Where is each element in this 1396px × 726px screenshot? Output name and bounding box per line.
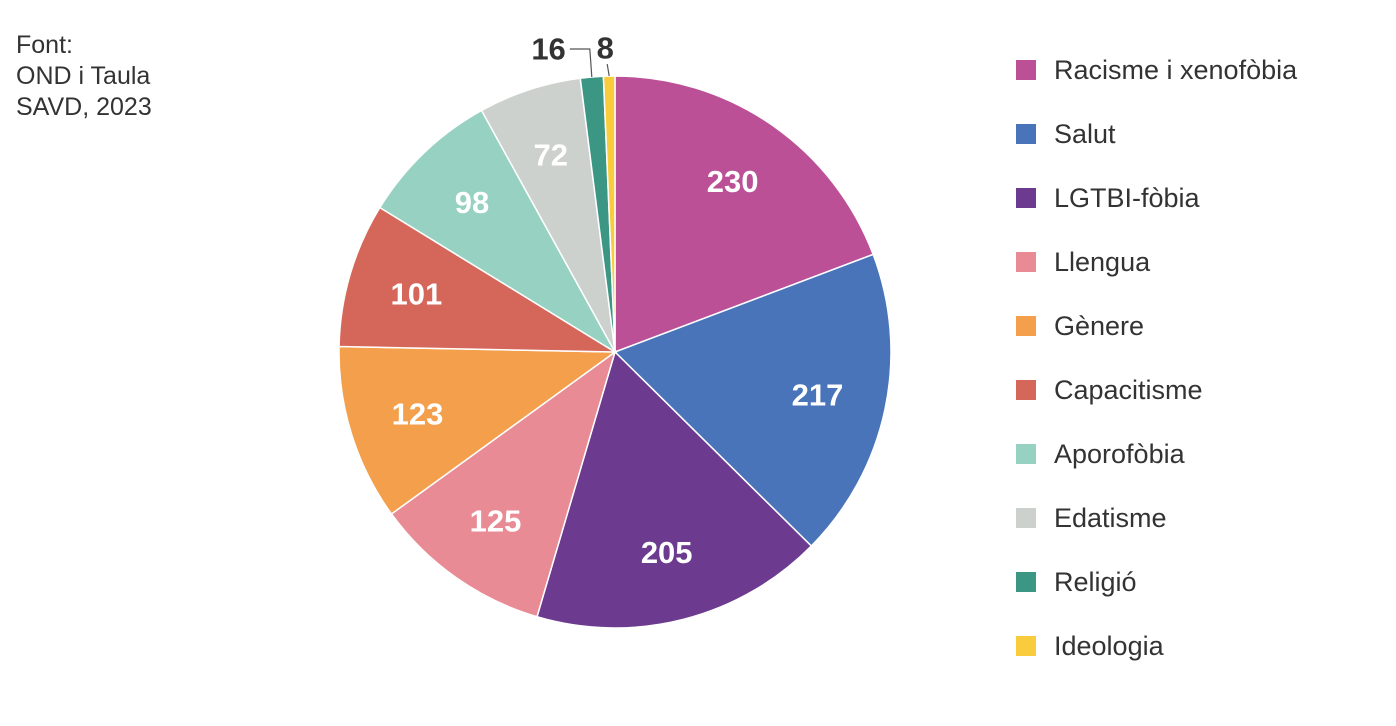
legend-item: Gènere: [1016, 294, 1297, 358]
legend-swatch: [1016, 508, 1036, 528]
slice-value-label: 217: [792, 377, 844, 412]
legend-label: Ideologia: [1054, 630, 1164, 661]
legend-label: Llengua: [1054, 246, 1151, 277]
source-line: Font:: [16, 31, 73, 59]
slice-value-label: 72: [534, 138, 568, 173]
leader-line: [569, 48, 593, 78]
legend-item: Aporofòbia: [1016, 422, 1297, 486]
legend-label: Capacitisme: [1054, 374, 1203, 405]
pie-slice: [338, 345, 618, 515]
leader-line: [606, 63, 610, 77]
legend-item: Llengua: [1016, 230, 1297, 294]
slice-value-label: 205: [641, 535, 693, 570]
slice-value-label: 123: [392, 396, 444, 431]
legend-item: Edatisme: [1016, 486, 1297, 550]
legend-item: Religió: [1016, 550, 1297, 614]
legend-label: Gènere: [1054, 310, 1145, 341]
legend-swatch: [1016, 60, 1036, 80]
pie-slice: [390, 350, 617, 618]
legend-label: Edatisme: [1054, 502, 1167, 533]
legend-item: LGTBI-fòbia: [1016, 166, 1297, 230]
legend-swatch: [1016, 572, 1036, 592]
slice-value-label: 16: [531, 31, 565, 66]
pie-slice: [378, 109, 618, 355]
legend-item: Salut: [1016, 102, 1297, 166]
legend-item: Ideologia: [1016, 614, 1297, 678]
source-line: SAVD, 2023: [16, 93, 152, 121]
slice-value-label: 8: [597, 31, 614, 66]
legend-item: Racisme i xenofòbia: [1016, 38, 1297, 102]
source-note: Font: OND i Taula SAVD, 2023: [16, 30, 152, 123]
slice-value-label: 230: [707, 164, 759, 199]
legend-swatch: [1016, 444, 1036, 464]
legend-swatch: [1016, 252, 1036, 272]
legend-swatch: [1016, 380, 1036, 400]
legend-label: Racisme i xenofòbia: [1054, 54, 1298, 85]
pie-slice: [614, 75, 875, 354]
legend-swatch: [1016, 316, 1036, 336]
legend-label: LGTBI-fòbia: [1054, 182, 1200, 213]
legend-swatch: [1016, 188, 1036, 208]
legend-swatch: [1016, 124, 1036, 144]
legend-label: Salut: [1054, 118, 1116, 149]
pie-slice: [536, 350, 813, 629]
pie-slice: [338, 206, 618, 353]
source-line: OND i Taula: [16, 62, 151, 90]
legend: Racisme i xenofòbia Salut LGTBI-fòbia Lleng…: [1016, 38, 1297, 678]
pie-slice: [613, 253, 892, 548]
slice-value-label: 101: [390, 276, 442, 311]
slice-value-label: 98: [455, 185, 489, 220]
legend-label: Religió: [1054, 566, 1137, 597]
legend-swatch: [1016, 636, 1036, 656]
legend-label: Aporofòbia: [1054, 438, 1185, 469]
slice-value-label: 125: [470, 504, 522, 539]
legend-item: Capacitisme: [1016, 358, 1297, 422]
